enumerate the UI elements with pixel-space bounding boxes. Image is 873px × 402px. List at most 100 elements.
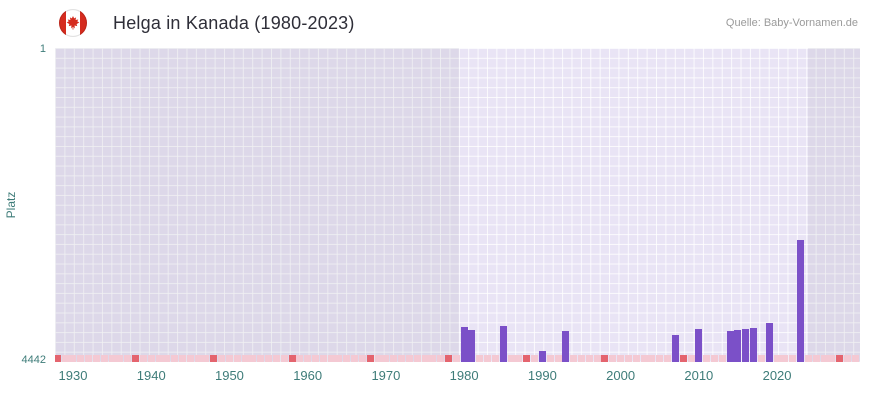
unranked-year-mark bbox=[366, 355, 374, 362]
unranked-year-mark bbox=[304, 355, 312, 362]
unranked-year-mark bbox=[757, 355, 765, 362]
source-attribution: Quelle: Baby-Vornamen.de bbox=[725, 17, 858, 29]
unranked-year-mark bbox=[679, 355, 687, 362]
unranked-year-mark bbox=[773, 355, 781, 362]
unranked-year-mark bbox=[781, 355, 789, 362]
unranked-year-mark bbox=[593, 355, 601, 362]
unranked-year-mark bbox=[233, 355, 241, 362]
unranked-year-mark bbox=[577, 355, 585, 362]
unranked-year-mark bbox=[413, 355, 421, 362]
unranked-year-mark bbox=[843, 355, 851, 362]
unranked-year-mark bbox=[241, 355, 249, 362]
unranked-year-mark bbox=[139, 355, 147, 362]
unranked-year-mark bbox=[327, 355, 335, 362]
unranked-year-mark bbox=[351, 355, 359, 362]
rank-bar[interactable] bbox=[460, 327, 468, 362]
unranked-year-mark bbox=[69, 355, 77, 362]
unranked-year-mark bbox=[656, 355, 664, 362]
unranked-year-mark bbox=[632, 355, 640, 362]
unranked-year-mark bbox=[272, 355, 280, 362]
unranked-year-mark bbox=[804, 355, 812, 362]
unranked-year-mark bbox=[617, 355, 625, 362]
unranked-year-mark bbox=[225, 355, 233, 362]
out-of-range-overlay-left bbox=[55, 48, 460, 362]
x-tick-label: 1940 bbox=[136, 368, 166, 383]
rank-bar[interactable] bbox=[765, 323, 773, 362]
unranked-year-mark bbox=[421, 355, 429, 362]
x-tick-label: 1930 bbox=[58, 368, 88, 383]
rank-bar[interactable] bbox=[742, 329, 750, 362]
unranked-year-mark bbox=[491, 355, 499, 362]
rank-bar[interactable] bbox=[538, 351, 546, 362]
unranked-year-mark bbox=[851, 355, 859, 362]
unranked-year-mark bbox=[789, 355, 797, 362]
unranked-year-mark bbox=[296, 355, 304, 362]
unranked-year-mark bbox=[155, 355, 163, 362]
x-tick-label: 1960 bbox=[293, 368, 323, 383]
unranked-year-mark bbox=[163, 355, 171, 362]
unranked-year-mark bbox=[132, 355, 140, 362]
unranked-year-mark bbox=[624, 355, 632, 362]
unranked-year-mark bbox=[437, 355, 445, 362]
rank-bar[interactable] bbox=[499, 326, 507, 362]
unranked-year-mark bbox=[836, 355, 844, 362]
canada-flag-icon bbox=[59, 9, 87, 37]
x-tick-label: 1950 bbox=[214, 368, 244, 383]
rank-bar[interactable] bbox=[562, 330, 570, 362]
unranked-year-mark bbox=[484, 355, 492, 362]
unranked-year-mark bbox=[601, 355, 609, 362]
unranked-year-mark bbox=[85, 355, 93, 362]
unranked-year-mark bbox=[55, 355, 61, 362]
plot-area bbox=[55, 48, 860, 362]
unranked-year-mark bbox=[100, 355, 108, 362]
unranked-year-mark bbox=[585, 355, 593, 362]
unranked-year-mark bbox=[820, 355, 828, 362]
x-tick-label: 2010 bbox=[684, 368, 714, 383]
unranked-year-mark bbox=[531, 355, 539, 362]
unranked-year-mark bbox=[609, 355, 617, 362]
unranked-year-mark bbox=[280, 355, 288, 362]
unranked-year-mark bbox=[812, 355, 820, 362]
rank-bar[interactable] bbox=[671, 335, 679, 362]
unranked-year-mark bbox=[249, 355, 257, 362]
unranked-year-mark bbox=[405, 355, 413, 362]
unranked-year-mark bbox=[398, 355, 406, 362]
y-axis-label: Platz bbox=[4, 191, 18, 219]
rank-bar[interactable] bbox=[734, 330, 742, 362]
unranked-year-mark bbox=[515, 355, 523, 362]
rank-bar[interactable] bbox=[726, 331, 734, 362]
unranked-year-mark bbox=[265, 355, 273, 362]
rank-bar[interactable] bbox=[468, 330, 476, 362]
unranked-year-mark bbox=[116, 355, 124, 362]
unranked-year-mark bbox=[429, 355, 437, 362]
unranked-year-mark bbox=[445, 355, 452, 362]
unranked-year-mark bbox=[186, 355, 194, 362]
x-tick-label: 2020 bbox=[762, 368, 792, 383]
unranked-year-mark bbox=[828, 355, 836, 362]
unranked-year-mark bbox=[554, 355, 562, 362]
x-tick-label: 2000 bbox=[606, 368, 636, 383]
x-tick-label: 1970 bbox=[371, 368, 401, 383]
unranked-year-mark bbox=[171, 355, 179, 362]
unranked-year-mark bbox=[703, 355, 711, 362]
unranked-year-mark bbox=[210, 355, 218, 362]
unranked-year-mark bbox=[312, 355, 319, 362]
unranked-year-mark bbox=[108, 355, 116, 362]
unranked-year-mark bbox=[147, 355, 155, 362]
unranked-year-mark bbox=[374, 355, 382, 362]
unranked-year-mark bbox=[358, 355, 366, 362]
unranked-year-mark bbox=[710, 355, 718, 362]
rank-bar[interactable] bbox=[695, 329, 703, 362]
unranked-year-mark bbox=[507, 355, 515, 362]
unranked-year-mark bbox=[570, 355, 578, 362]
unranked-year-mark bbox=[179, 355, 187, 362]
rank-bar[interactable] bbox=[750, 328, 758, 362]
unranked-year-mark bbox=[194, 355, 202, 362]
page-title: Helga in Kanada (1980-2023) bbox=[113, 13, 355, 33]
rank-bar[interactable] bbox=[797, 240, 805, 362]
unranked-year-mark bbox=[257, 355, 265, 362]
unranked-year-mark bbox=[382, 355, 390, 362]
unranked-year-mark bbox=[288, 355, 296, 362]
unranked-year-mark bbox=[648, 355, 656, 362]
